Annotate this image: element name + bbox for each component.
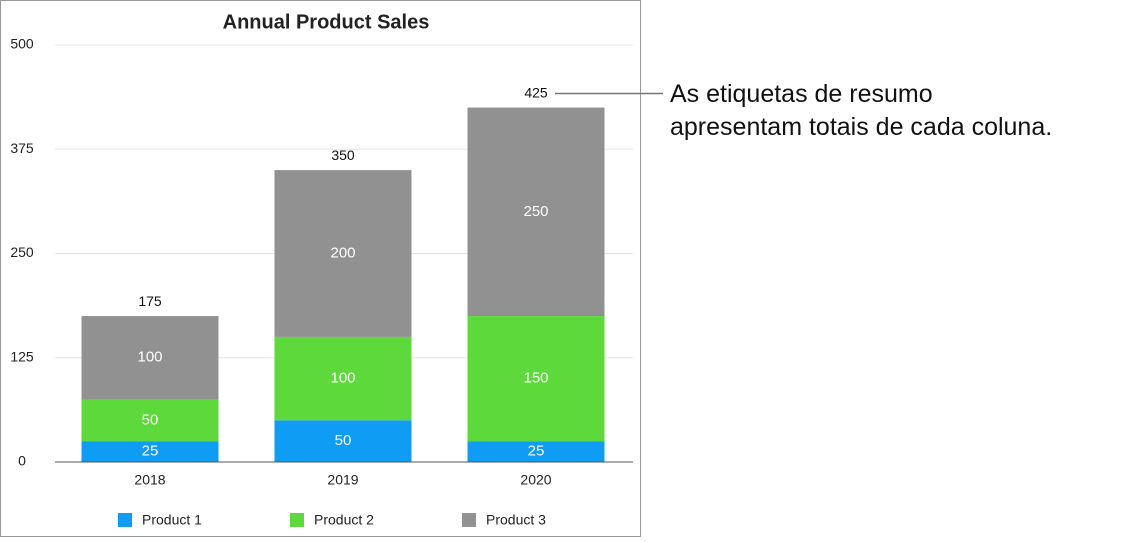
legend-label: Product 2 [314,512,374,528]
annotation-text: As etiquetas de resumo [670,80,933,108]
total-label: 425 [524,84,548,100]
y-tick-label: 375 [10,140,34,156]
bar-segment [467,441,605,462]
bar-segment [81,399,219,442]
segment-label: 150 [523,370,548,387]
segment-label: 50 [335,432,352,449]
y-tick-label: 250 [10,244,34,260]
x-tick-label: 2020 [520,472,551,488]
segment-label: 25 [528,443,545,460]
y-tick-label: 500 [10,36,34,52]
legend-swatch [462,513,476,527]
legend-label: Product 1 [142,512,202,528]
legend-swatch [290,513,304,527]
bar-segment [274,336,412,421]
chart-title: Annual Product Sales [223,11,430,33]
y-tick-label: 125 [10,348,34,364]
bar-segment [467,316,605,442]
segment-label: 250 [523,203,548,220]
legend-swatch [118,513,132,527]
bar-segment [274,170,412,337]
bar-segment [81,441,219,462]
segment-label: 50 [142,411,159,428]
segment-label: 100 [330,370,355,387]
x-tick-label: 2018 [134,472,165,488]
bar-segment [274,420,412,462]
total-label: 175 [138,293,162,309]
bar-segment [81,316,219,400]
bar-segment [467,107,605,317]
y-tick-label: 0 [18,453,26,469]
x-tick-label: 2019 [327,472,358,488]
annotation-text: apresentam totais de cada coluna. [670,113,1052,141]
total-label: 350 [331,147,355,163]
legend-label: Product 3 [486,512,546,528]
segment-label: 200 [330,244,355,261]
segment-label: 25 [142,443,159,460]
segment-label: 100 [137,349,162,366]
